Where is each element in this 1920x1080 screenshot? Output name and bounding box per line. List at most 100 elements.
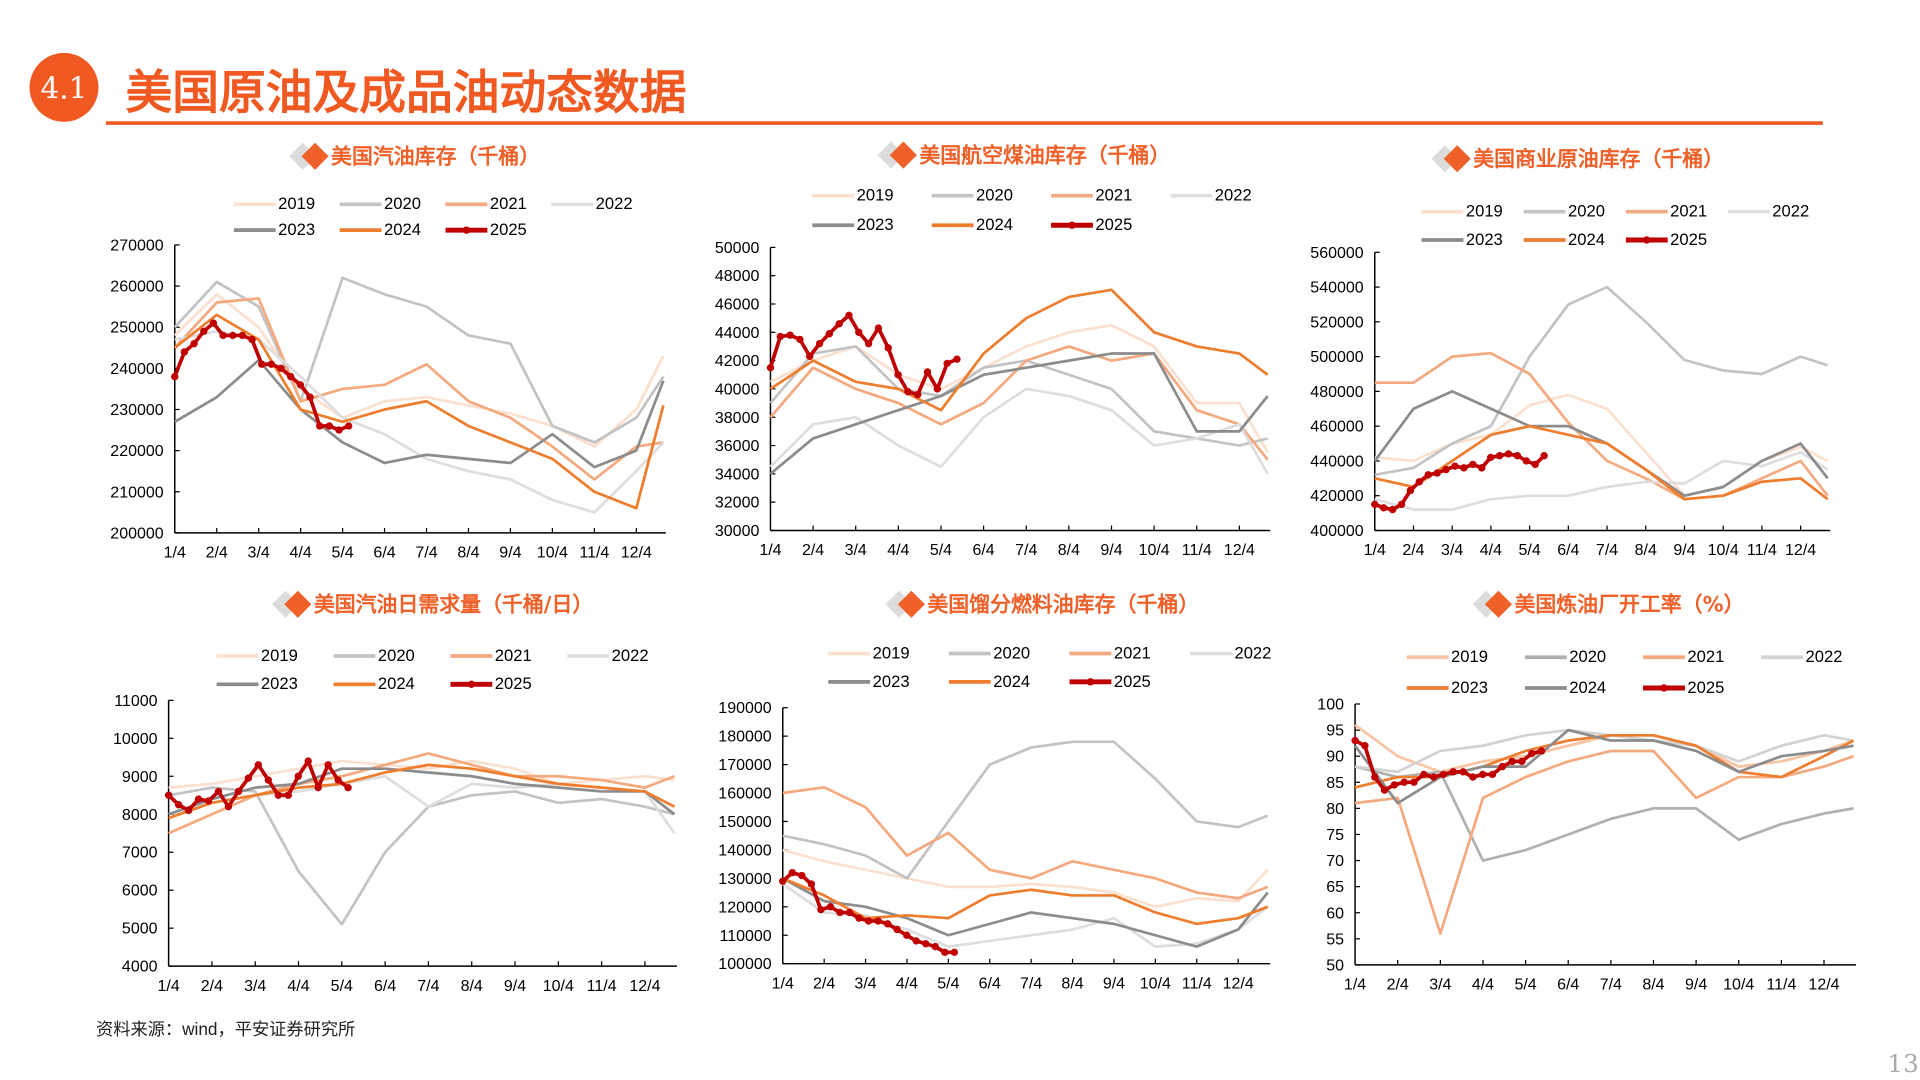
page-title: 美国原油及成品油动态数据 xyxy=(126,65,687,120)
diamond-icon xyxy=(1484,590,1512,618)
legend-item-2021: 2021 xyxy=(1625,202,1707,221)
chart-title: 美国航空煤油库存（千桶） xyxy=(919,143,1170,167)
data-point-2025 xyxy=(1361,742,1369,750)
legend-marker xyxy=(462,226,471,234)
legend-label: 2025 xyxy=(1114,672,1151,691)
legend-marker xyxy=(1068,221,1076,229)
x-tick-label: 11/4 xyxy=(1766,977,1796,994)
data-point-2025 xyxy=(836,908,844,917)
data-point-2025 xyxy=(194,795,203,803)
chart-5: 美国馏分燃料油库存（千桶） 2019 2020 2021 2022 2023 2024 202… xyxy=(718,590,1271,992)
series-line-2020 xyxy=(1354,765,1854,862)
x-tick-label: 1/4 xyxy=(1364,542,1386,559)
series-line-2023 xyxy=(174,358,665,469)
x-tick-label: 7/4 xyxy=(1020,975,1042,992)
series-line-2024 xyxy=(782,877,1269,926)
data-point-2025 xyxy=(1522,457,1531,465)
legend-label: 2023 xyxy=(1466,230,1503,249)
y-tick-label: 40000 xyxy=(715,381,760,398)
data-point-2025 xyxy=(1420,770,1428,779)
y-tick-label: 130000 xyxy=(718,871,771,888)
data-point-2025 xyxy=(779,877,787,885)
legend-label: 2020 xyxy=(976,186,1013,205)
series-line-2022 xyxy=(174,329,665,514)
y-tick-label: 5000 xyxy=(122,921,158,938)
data-point-2025 xyxy=(200,327,208,336)
x-tick-label: 9/4 xyxy=(1100,542,1122,559)
x-tick-label: 11/4 xyxy=(1182,975,1212,992)
legend-item-2024: 2024 xyxy=(1523,230,1605,249)
legend-label: 2019 xyxy=(873,643,910,662)
legend-label: 2020 xyxy=(384,194,421,213)
data-point-2025 xyxy=(953,355,961,363)
data-point-2025 xyxy=(1488,770,1497,779)
y-tick-label: 90 xyxy=(1326,749,1344,766)
y-tick-label: 50000 xyxy=(715,240,760,257)
series-line-2024 xyxy=(168,763,676,820)
x-tick-label: 2/4 xyxy=(1402,542,1424,559)
y-tick-label: 10000 xyxy=(113,731,158,748)
x-tick-label: 10/4 xyxy=(537,545,568,562)
legend-item-2025: 2025 xyxy=(450,674,532,693)
series-line-2020 xyxy=(1374,285,1829,477)
x-tick-label: 4/4 xyxy=(290,545,312,562)
legend-item-2019: 2019 xyxy=(1406,647,1488,666)
data-point-2025 xyxy=(1397,500,1406,509)
series-line-2023 xyxy=(769,352,1269,475)
x-tick-label: 7/4 xyxy=(1596,542,1618,559)
x-tick-label: 3/4 xyxy=(248,545,270,562)
y-tick-label: 560000 xyxy=(1310,245,1363,262)
legend-item-2022: 2022 xyxy=(551,194,633,213)
data-point-2025 xyxy=(219,331,227,340)
data-point-2025 xyxy=(1371,773,1379,781)
legend-item-2020: 2020 xyxy=(333,646,415,665)
y-tick-label: 80 xyxy=(1326,801,1344,818)
data-point-2025 xyxy=(1486,453,1495,462)
data-point-2025 xyxy=(923,368,932,376)
y-tick-label: 6000 xyxy=(122,883,158,900)
x-tick-label: 5/4 xyxy=(331,978,353,995)
x-tick-label: 5/4 xyxy=(1514,977,1536,994)
series-line-2021 xyxy=(173,297,664,481)
x-tick-label: 7/4 xyxy=(1600,977,1622,994)
data-point-2025 xyxy=(1351,736,1359,745)
data-point-2025 xyxy=(1451,462,1459,470)
legend-label: 2024 xyxy=(1568,230,1605,249)
legend-item-2024: 2024 xyxy=(333,674,415,693)
y-tick-label: 50 xyxy=(1326,957,1344,974)
x-tick-label: 1/4 xyxy=(1344,977,1366,994)
legend-item-2019: 2019 xyxy=(233,194,315,213)
data-point-2025 xyxy=(335,426,343,434)
legend-item-2019: 2019 xyxy=(1421,202,1503,221)
legend-item-2019: 2019 xyxy=(812,186,894,205)
data-point-2025 xyxy=(855,914,863,922)
x-tick-label: 7/4 xyxy=(417,978,439,995)
legend-item-2023: 2023 xyxy=(1406,678,1488,697)
data-point-2025 xyxy=(884,344,892,352)
data-point-2025 xyxy=(274,791,282,799)
legend-item-2024: 2024 xyxy=(1524,678,1606,697)
series-line-2022 xyxy=(769,387,1269,475)
data-point-2025 xyxy=(294,772,302,780)
x-tick-label: 12/4 xyxy=(1223,975,1254,992)
y-tick-label: 240000 xyxy=(110,361,163,378)
data-point-2025 xyxy=(1513,452,1522,460)
y-tick-label: 9000 xyxy=(122,769,158,786)
data-point-2025 xyxy=(258,360,266,368)
legend-item-2022: 2022 xyxy=(1728,202,1809,221)
legend-item-2021: 2021 xyxy=(445,194,527,213)
data-point-2025 xyxy=(904,388,912,396)
y-tick-label: 150000 xyxy=(718,814,771,831)
data-point-2025 xyxy=(1449,768,1457,776)
data-point-2025 xyxy=(807,880,816,888)
legend-label: 2021 xyxy=(1670,202,1707,221)
y-tick-label: 160000 xyxy=(718,786,771,803)
legend-label: 2022 xyxy=(1772,202,1809,221)
x-tick-label: 3/4 xyxy=(854,975,876,992)
x-tick-label: 2/4 xyxy=(813,975,835,992)
data-point-2025 xyxy=(788,868,796,877)
data-point-2025 xyxy=(1528,749,1536,758)
data-point-2025 xyxy=(1540,452,1548,460)
data-point-2025 xyxy=(184,806,193,815)
page-number: 13 xyxy=(1887,1049,1918,1078)
